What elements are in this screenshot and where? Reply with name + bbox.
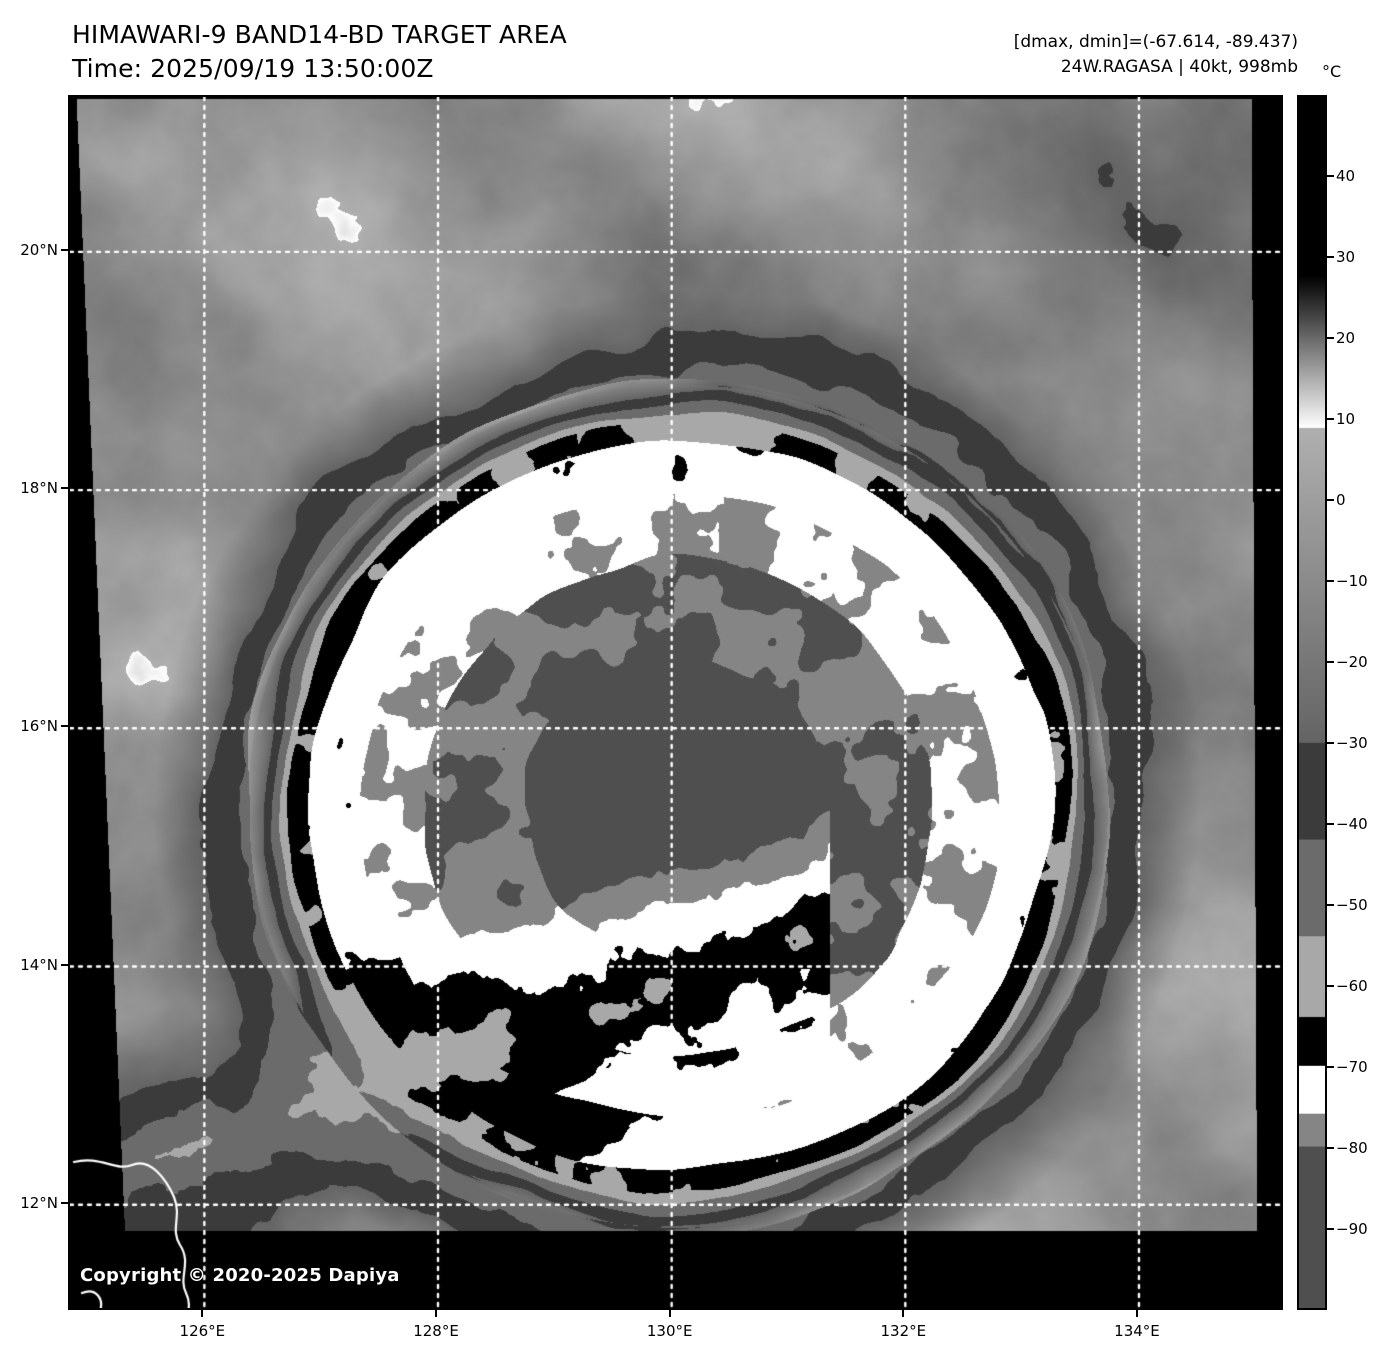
colorbar[interactable] (1297, 95, 1327, 1310)
colorbar-tick-label: −70 (1336, 1058, 1368, 1076)
metadata-block: [dmax, dmin]=(-67.614, -89.437) 24W.RAGA… (1014, 30, 1298, 80)
colorbar-tick-mark (1327, 337, 1334, 339)
satellite-image-map[interactable]: Copyright © 2020-2025 Dapiya (68, 95, 1283, 1310)
colorbar-tick-mark (1327, 1066, 1334, 1068)
colorbar-tick-mark (1327, 904, 1334, 906)
colorbar-tick-mark (1327, 499, 1334, 501)
storm-info-label: 24W.RAGASA | 40kt, 998mb (1060, 57, 1298, 77)
lat-tick-mark (61, 725, 68, 728)
colorbar-tick-label: −50 (1336, 896, 1368, 914)
colorbar-tick-mark (1327, 1228, 1334, 1230)
page-title: HIMAWARI-9 BAND14-BD TARGET AREA (72, 20, 567, 49)
colorbar-tick-label: −30 (1336, 734, 1368, 752)
colorbar-tick-label: 40 (1336, 167, 1356, 185)
colorbar-tick-mark (1327, 580, 1334, 582)
lat-tick-label: 14°N (20, 955, 58, 974)
colorbar-tick-mark (1327, 661, 1334, 663)
timestamp-label: Time: 2025/09/19 13:50:00Z (72, 54, 434, 83)
lon-tick-mark (902, 1310, 905, 1317)
colorbar-tick-mark (1327, 985, 1334, 987)
lat-tick-mark (61, 1201, 68, 1204)
lat-tick-mark (61, 487, 68, 490)
lon-tick-label: 126°E (179, 1322, 226, 1340)
lat-tick-mark (61, 963, 68, 966)
colorbar-tick-mark (1327, 256, 1334, 258)
title-block: HIMAWARI-9 BAND14-BD TARGET AREA Time: 2… (72, 18, 567, 86)
colorbar-tick-label: −60 (1336, 977, 1368, 995)
dminmax-label: [dmax, dmin]=(-67.614, -89.437) (1013, 32, 1298, 52)
lon-tick-mark (435, 1310, 437, 1317)
lat-tick-mark (61, 248, 68, 251)
lon-tick-mark (1135, 1310, 1138, 1317)
satellite-imagery-canvas (70, 97, 1281, 1308)
lon-tick-label: 128°E (413, 1322, 459, 1340)
colorbar-tick-label: −40 (1336, 815, 1368, 833)
copyright-label: Copyright © 2020-2025 Dapiya (80, 1265, 400, 1286)
colorbar-tick-label: 30 (1336, 248, 1356, 266)
lon-tick-mark (668, 1310, 671, 1317)
colorbar-tick-label: 10 (1336, 410, 1356, 428)
colorbar-tick-label: 20 (1336, 329, 1356, 347)
lat-tick-label: 20°N (20, 240, 58, 259)
colorbar-tick-mark (1327, 175, 1334, 177)
colorbar-tick-label: −20 (1336, 653, 1368, 671)
lon-tick-label: 134°E (1114, 1322, 1160, 1340)
colorbar-tick-label: −10 (1336, 572, 1368, 590)
colorbar-gradient (1299, 97, 1325, 1308)
lon-tick-label: 132°E (880, 1322, 927, 1340)
lon-tick-label: 130°E (646, 1322, 693, 1340)
colorbar-tick-label: −80 (1336, 1139, 1368, 1157)
lat-tick-label: 18°N (20, 479, 58, 498)
colorbar-tick-mark (1327, 742, 1334, 744)
colorbar-tick-mark (1327, 823, 1334, 825)
colorbar-tick-mark (1327, 1147, 1334, 1149)
lon-tick-mark (201, 1310, 204, 1317)
colorbar-tick-label: −90 (1336, 1220, 1368, 1238)
colorbar-tick-label: 0 (1336, 491, 1346, 509)
lat-tick-label: 12°N (20, 1193, 58, 1212)
lat-tick-label: 16°N (20, 717, 58, 736)
colorbar-tick-mark (1327, 418, 1334, 420)
colorbar-unit-label: °C (1322, 62, 1342, 81)
